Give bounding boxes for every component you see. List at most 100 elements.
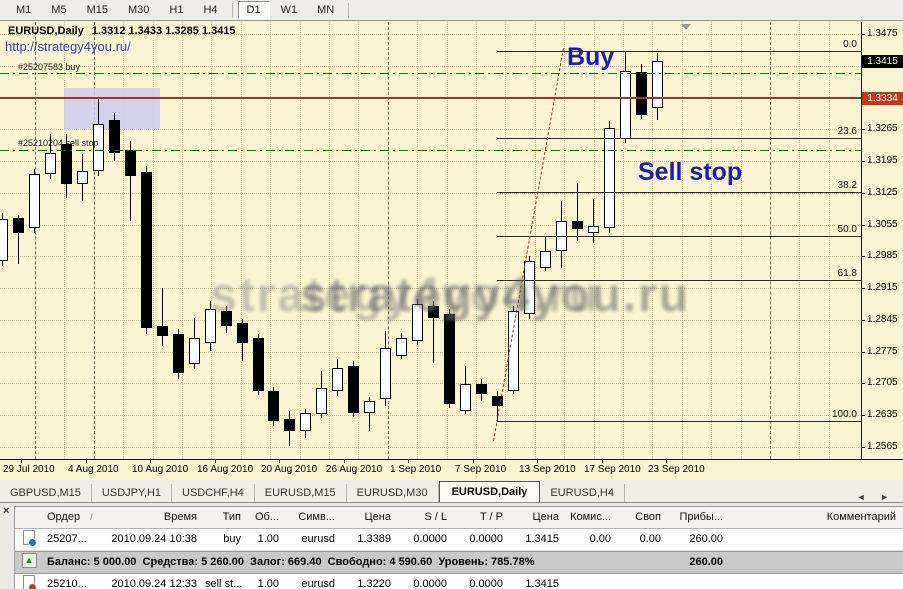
- candle-body-bull: [460, 384, 471, 411]
- v-gridline: [476, 22, 477, 459]
- order-cell-sl: 0.0000: [413, 533, 447, 545]
- v-gridline: [153, 22, 154, 459]
- date-tick-label: 23 Sep 2010: [648, 464, 705, 475]
- balance-profit-value: 260.00: [689, 556, 723, 568]
- period-separator-line: [388, 22, 389, 459]
- timeframe-button-mn[interactable]: MN: [317, 4, 335, 16]
- timeframe-button-w1[interactable]: W1: [280, 4, 298, 16]
- candle-body-bull: [45, 153, 56, 174]
- chart-tab-usdjpy-h1[interactable]: USDJPY,H1: [92, 484, 173, 502]
- horizontal-red-line[interactable]: [0, 97, 861, 99]
- column-header-price2[interactable]: Цена: [532, 511, 559, 523]
- price-axis-separator: [861, 22, 862, 459]
- balance-row[interactable]: ▲ Баланс: 5 000.00 Средства: 5 260.00 Зал…: [15, 551, 903, 574]
- tab-scroll-arrows[interactable]: ◄ ►: [856, 492, 895, 502]
- order-buy-icon: [23, 530, 37, 548]
- order-cell-sl: 0.0000: [413, 578, 447, 589]
- timeframe-button-m15[interactable]: M15: [86, 4, 108, 16]
- column-header-comment[interactable]: Комментарий: [826, 511, 896, 523]
- order-cell-order: 25210...: [47, 578, 87, 589]
- candle-body-bull: [508, 311, 519, 391]
- h-gridline: [0, 383, 861, 384]
- v-gridline: [123, 22, 124, 459]
- price-tick-mark: [861, 352, 865, 353]
- chart-title: EURUSD,Daily 1.3312 1.3433 1.3285 1.3415: [8, 25, 236, 37]
- candle-body-bull: [620, 71, 631, 139]
- column-header-volume[interactable]: Об...: [254, 511, 279, 523]
- candle-body-bear: [476, 384, 487, 394]
- column-header-swap[interactable]: Своп: [635, 511, 661, 523]
- price-tick-mark: [861, 129, 865, 130]
- buy-order-line[interactable]: [0, 73, 861, 74]
- timeframe-button-h1[interactable]: H1: [169, 4, 184, 16]
- price-tick-mark: [861, 447, 865, 448]
- order-cell-tp: 0.0000: [469, 578, 503, 589]
- fibonacci-level-label: 61.8: [837, 268, 857, 279]
- date-tick-label: 17 Sep 2010: [584, 464, 641, 475]
- column-header-sl[interactable]: S / L: [424, 511, 447, 523]
- order-sell-icon: [23, 575, 37, 589]
- column-header-tp[interactable]: T / P: [479, 511, 503, 523]
- v-gridline: [799, 22, 800, 459]
- order-cell-profit: [669, 574, 731, 589]
- toolbar-separator: [231, 2, 233, 18]
- h-gridline: [0, 352, 861, 353]
- sell-stop-order-line[interactable]: [0, 150, 861, 151]
- candle-body-bear: [428, 306, 439, 318]
- date-tick-mark: [602, 460, 603, 463]
- candle-body-bear: [268, 391, 279, 421]
- v-gridline: [417, 22, 418, 459]
- timeframe-button-h4[interactable]: H4: [203, 4, 218, 16]
- timeframe-button-m30[interactable]: M30: [127, 4, 150, 16]
- candle-body-bull: [300, 413, 311, 431]
- chart-area[interactable]: 0.0 23.6 38.2 50.0 61.8 100.0 strategy4you.ru…: [0, 22, 903, 459]
- order-cell-volume: 1.00: [257, 578, 279, 589]
- column-header-symbol[interactable]: Симв...: [298, 511, 335, 523]
- terminal-panel: × Ордер / Время Тип Об... Симв... Цена S / L T /…: [0, 503, 903, 589]
- order-cell-type: sell st...: [205, 578, 243, 589]
- order-row-icon-cell: [15, 529, 43, 550]
- price-tick-mark: [861, 383, 865, 384]
- period-separator-line: [35, 22, 36, 459]
- candle-body-bear: [221, 311, 232, 326]
- column-header-profit[interactable]: Прибы...: [679, 511, 723, 523]
- column-header-commission[interactable]: Комис...: [570, 511, 611, 523]
- header-icon-cell: [15, 507, 43, 528]
- fibonacci-level-line-38.2: [497, 192, 861, 193]
- price-tick-mark: [861, 225, 865, 226]
- v-gridline: [623, 22, 624, 459]
- order-row[interactable]: 25210... 2010.09.24 12:33 sell st... 1.00 eu…: [15, 574, 903, 589]
- chart-shift-marker-icon[interactable]: [681, 24, 691, 30]
- column-header-time[interactable]: Время: [163, 511, 197, 523]
- order-row[interactable]: 25207... 2010.09.24 10:38 buy 1.00 eurusd 1.3…: [15, 529, 903, 551]
- fibonacci-level-line-23.6: [497, 138, 861, 139]
- order-cell-time: 2010.09.24 10:38: [111, 533, 197, 545]
- toolbar-separator: [348, 2, 350, 18]
- order-cell-price2: 1.3415: [525, 533, 559, 545]
- terminal-close-button[interactable]: ×: [3, 505, 10, 517]
- timeframe-button-m5[interactable]: M5: [51, 4, 67, 16]
- chart-tab-gbpusd-m15[interactable]: GBPUSD,M15: [0, 484, 92, 502]
- order-cell-symbol: eurusd: [301, 533, 335, 545]
- chart-tab-eurusd-m15[interactable]: EURUSD,M15: [255, 484, 347, 502]
- chart-tab-usdchf-h4[interactable]: USDCHF,H4: [172, 484, 255, 502]
- column-header-type[interactable]: Тип: [222, 511, 241, 523]
- chart-tab-eurusd-daily[interactable]: EURUSD,Daily: [438, 481, 541, 502]
- balance-arrow-icon: ▲: [21, 553, 37, 569]
- chart-tab-eurusd-m30[interactable]: EURUSD,M30: [347, 484, 439, 502]
- timeframe-button-d1[interactable]: D1: [237, 1, 270, 19]
- order-cell-type: buy: [223, 533, 241, 545]
- column-header-price[interactable]: Цена: [364, 511, 391, 523]
- candle-body-bull: [77, 171, 88, 184]
- date-axis[interactable]: 29 Jul 2010 4 Aug 2010 10 Aug 2010 16 Aug 2…: [0, 459, 903, 480]
- chart-tab-eurusd-h4[interactable]: EURUSD,H4: [540, 484, 625, 502]
- chart-tab-bar: GBPUSD,M15 USDJPY,H1 USDCHF,H4 EURUSD,M15 EU…: [0, 480, 903, 503]
- column-header-order[interactable]: Ордер /: [47, 511, 93, 523]
- timeframe-button-m1[interactable]: M1: [16, 4, 32, 16]
- period-separator-line: [94, 22, 95, 459]
- fibonacci-level-label: 0.0: [843, 39, 857, 50]
- order-cell-swap: [619, 574, 669, 589]
- price-tick-mark: [861, 415, 865, 416]
- candle-body-bull: [189, 338, 200, 364]
- v-gridline: [270, 22, 271, 459]
